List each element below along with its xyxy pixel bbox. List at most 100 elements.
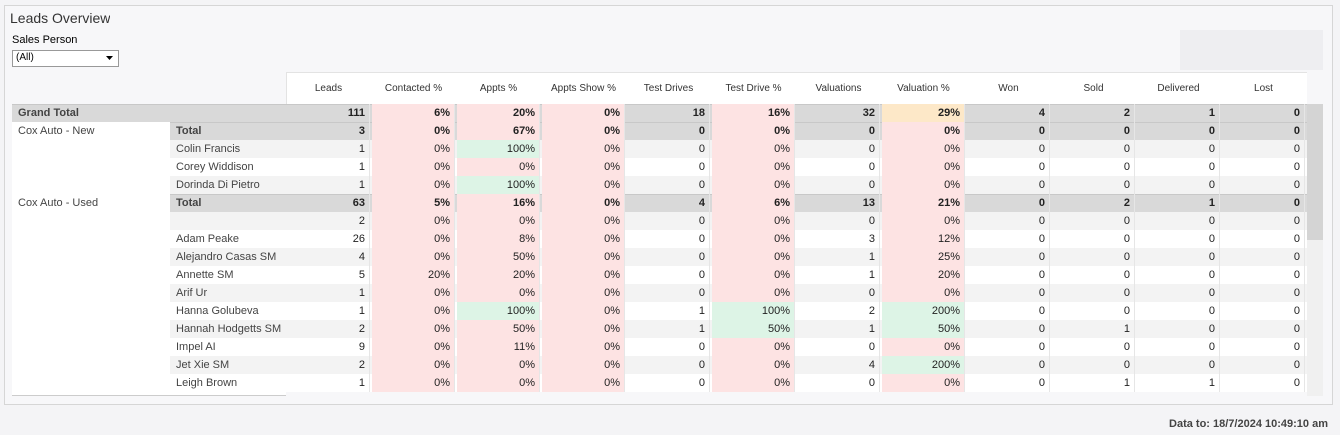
cell: 111	[287, 104, 370, 122]
cell: 4	[287, 248, 370, 266]
cell: 0%	[457, 212, 540, 230]
cell: 0	[797, 158, 880, 176]
cell: 0%	[372, 302, 455, 320]
cell: 0%	[712, 338, 795, 356]
cell: 0	[627, 374, 710, 392]
cell: 0	[1137, 248, 1220, 266]
cell: 1	[1052, 374, 1135, 392]
cell: 0%	[542, 302, 625, 320]
cell: 0%	[712, 266, 795, 284]
column-header: Lost	[1254, 83, 1273, 94]
cell: 13	[797, 194, 880, 212]
cell: 0%	[457, 284, 540, 302]
cell: 0	[1137, 122, 1220, 140]
cell: 2	[287, 212, 370, 230]
header-row	[286, 72, 1307, 104]
cell: 1	[1052, 320, 1135, 338]
cell: 0%	[372, 158, 455, 176]
cell: 0	[1137, 356, 1220, 374]
cell: 1	[797, 266, 880, 284]
cell: 0	[1137, 158, 1220, 176]
cell: 200%	[882, 302, 965, 320]
cell: 0	[797, 176, 880, 194]
filter-select[interactable]: (All)	[12, 50, 119, 67]
cell: 0%	[372, 338, 455, 356]
cell: 32	[797, 104, 880, 122]
cell: 0%	[882, 212, 965, 230]
column-header: Test Drives	[643, 83, 694, 94]
cell: 0%	[712, 230, 795, 248]
filter-label: Sales Person	[12, 34, 78, 46]
cell: 0%	[372, 284, 455, 302]
cell: 20%	[882, 266, 965, 284]
row-name: Hanna Golubeva	[176, 305, 259, 317]
cell: 25%	[882, 248, 965, 266]
row-name: Dorinda Di Pietro	[176, 179, 260, 191]
placeholder	[1180, 30, 1323, 70]
scrollbar[interactable]	[1307, 104, 1323, 396]
cell: 0	[627, 248, 710, 266]
cell: 0	[1137, 230, 1220, 248]
column-header: Contacted %	[384, 83, 443, 94]
cell: 0	[1222, 212, 1305, 230]
cell: 0	[967, 284, 1050, 302]
cell: 0	[967, 194, 1050, 212]
cell: 0%	[372, 230, 455, 248]
cell: 0%	[712, 158, 795, 176]
cell: 1	[797, 248, 880, 266]
cell: 50%	[457, 248, 540, 266]
row-name: Arif Ur	[176, 287, 208, 299]
cell: 20%	[372, 266, 455, 284]
cell: 0%	[882, 284, 965, 302]
cell: 0%	[712, 356, 795, 374]
cell: 0%	[542, 374, 625, 392]
cell: 29%	[882, 104, 965, 122]
row-name: Jet Xie SM	[176, 359, 230, 371]
cell: 0	[1222, 248, 1305, 266]
cell: 0%	[542, 320, 625, 338]
cell: 0	[1137, 320, 1220, 338]
row-name: Total	[176, 197, 202, 209]
cell: 0%	[542, 104, 625, 122]
cell: 0%	[457, 356, 540, 374]
column-header: Appts %	[479, 83, 518, 94]
cell: 0	[1137, 284, 1220, 302]
cell: 2	[1052, 194, 1135, 212]
cell: 1	[1137, 104, 1220, 122]
dropdown-arrow	[106, 56, 113, 60]
cell: 0	[627, 158, 710, 176]
cell: 0	[967, 302, 1050, 320]
cell: 0	[1137, 266, 1220, 284]
cell: 0%	[882, 140, 965, 158]
cell: 100%	[457, 176, 540, 194]
cell: 0	[1052, 356, 1135, 374]
scroll-thumb[interactable]	[1307, 104, 1323, 240]
cell: 0	[1222, 266, 1305, 284]
cell: 0	[1137, 212, 1220, 230]
cell: 0%	[372, 374, 455, 392]
cell: 0	[1222, 230, 1305, 248]
column-header: Leads	[314, 83, 343, 94]
cell: 0	[1137, 140, 1220, 158]
cell: 0%	[712, 122, 795, 140]
cell: 2	[797, 302, 880, 320]
cell: 0%	[542, 158, 625, 176]
cell: 0	[1052, 266, 1135, 284]
column-header: Test Drive %	[725, 83, 782, 94]
cell: 0%	[712, 140, 795, 158]
cell: 9	[287, 338, 370, 356]
cell: 0%	[372, 212, 455, 230]
cell: 100%	[712, 302, 795, 320]
cell: 0	[1052, 302, 1135, 320]
title: Leads Overview	[10, 10, 111, 26]
cell: 0%	[712, 176, 795, 194]
footer: Data to: 18/7/2024 10:49:10 am	[1169, 418, 1328, 430]
cell: 0	[1052, 176, 1135, 194]
cell: 1	[287, 284, 370, 302]
cell: 0%	[712, 248, 795, 266]
cell: 0%	[542, 176, 625, 194]
cell: 200%	[882, 356, 965, 374]
cell: 0	[1222, 338, 1305, 356]
cell: 20%	[457, 266, 540, 284]
cell: 0%	[542, 248, 625, 266]
